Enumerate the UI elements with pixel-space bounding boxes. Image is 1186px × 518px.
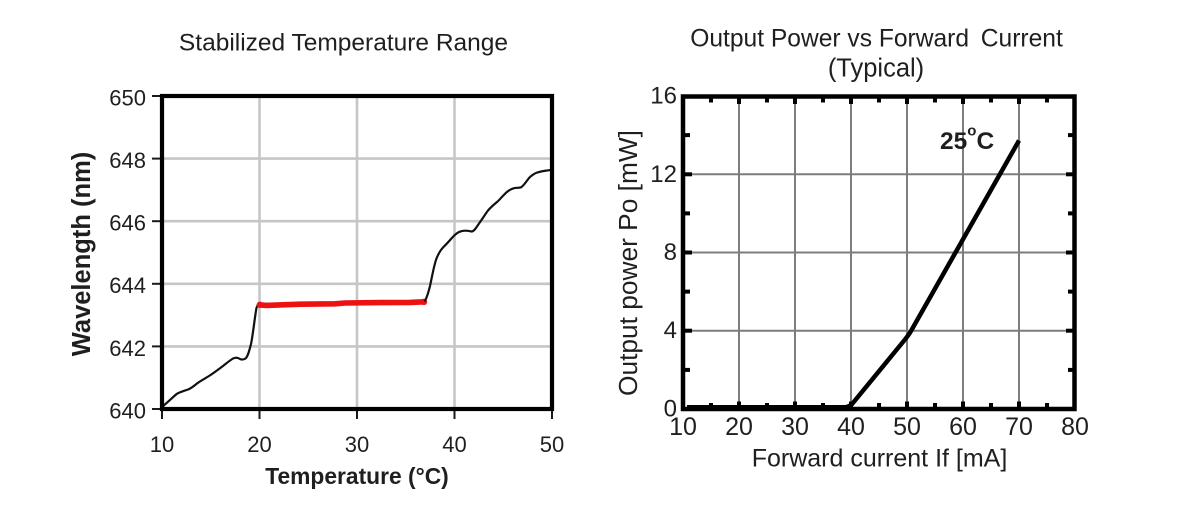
svg-text:40: 40 — [837, 413, 865, 441]
svg-text:(Typical): (Typical) — [828, 55, 924, 83]
svg-text:70: 70 — [1005, 413, 1033, 441]
svg-text:25oC: 25oC — [940, 123, 994, 156]
svg-text:642: 642 — [109, 336, 146, 361]
svg-text:644: 644 — [109, 273, 146, 298]
svg-text:30: 30 — [345, 432, 369, 457]
svg-text:40: 40 — [442, 432, 466, 457]
svg-text:650: 650 — [109, 86, 146, 111]
svg-text:646: 646 — [109, 211, 146, 236]
svg-text:Wavelength (nm): Wavelength (nm) — [68, 152, 96, 356]
svg-text:20: 20 — [247, 432, 271, 457]
svg-text:Output power Po [mW]: Output power Po [mW] — [613, 130, 643, 396]
svg-text:10: 10 — [669, 413, 697, 441]
svg-text:50: 50 — [893, 413, 921, 441]
svg-text:8: 8 — [664, 239, 677, 266]
svg-text:16: 16 — [650, 83, 677, 110]
svg-text:30: 30 — [781, 413, 809, 441]
svg-text:0: 0 — [664, 396, 677, 423]
svg-text:10: 10 — [150, 432, 174, 457]
svg-text:4: 4 — [664, 317, 677, 344]
svg-text:Stabilized Temperature Range: Stabilized Temperature Range — [179, 30, 508, 57]
svg-text:20: 20 — [725, 413, 753, 441]
svg-text:60: 60 — [949, 413, 977, 441]
svg-text:Output Power vs Forward Curre: Output Power vs Forward Current — [690, 26, 1063, 53]
svg-text:640: 640 — [109, 399, 146, 424]
svg-text:50: 50 — [540, 432, 564, 457]
svg-text:12: 12 — [650, 161, 677, 188]
svg-text:80: 80 — [1061, 413, 1089, 441]
svg-text:Forward current If [mA]: Forward current If [mA] — [752, 445, 1008, 473]
svg-text:648: 648 — [109, 148, 146, 173]
svg-text:Temperature (°C): Temperature (°C) — [265, 463, 449, 489]
